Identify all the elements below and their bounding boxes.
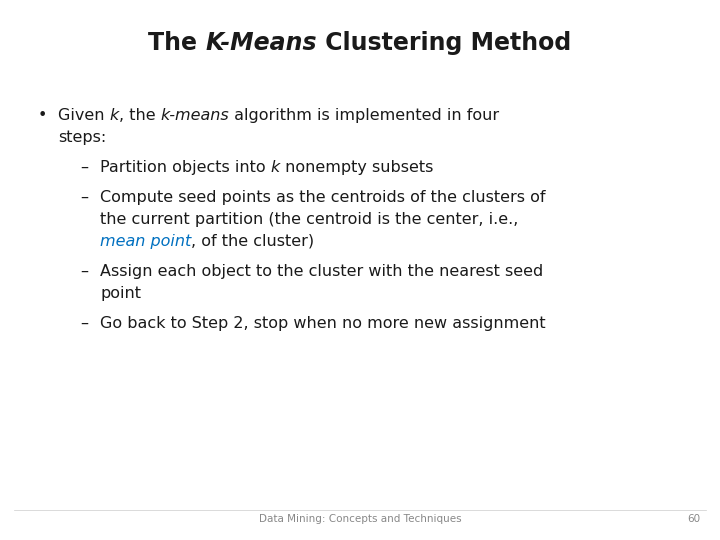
Text: –: – bbox=[80, 190, 88, 205]
Text: point: point bbox=[100, 286, 141, 301]
Text: the current partition (the centroid is the center, i.e.,: the current partition (the centroid is t… bbox=[100, 212, 518, 227]
Text: Go back to Step 2, stop when no more new assignment: Go back to Step 2, stop when no more new… bbox=[100, 316, 546, 331]
Text: –: – bbox=[80, 316, 88, 331]
Text: The: The bbox=[148, 31, 206, 55]
Text: mean point: mean point bbox=[100, 234, 192, 249]
Text: 60: 60 bbox=[687, 514, 700, 524]
Text: Partition objects into: Partition objects into bbox=[100, 160, 271, 175]
Text: nonempty subsets: nonempty subsets bbox=[280, 160, 433, 175]
Text: k‑means: k‑means bbox=[161, 108, 230, 123]
Text: K-Means: K-Means bbox=[206, 31, 318, 55]
Text: steps:: steps: bbox=[58, 130, 107, 145]
Text: Compute seed points as the centroids of the clusters of: Compute seed points as the centroids of … bbox=[100, 190, 546, 205]
Text: Data Mining: Concepts and Techniques: Data Mining: Concepts and Techniques bbox=[258, 514, 462, 524]
Text: •: • bbox=[38, 108, 48, 123]
Text: , the: , the bbox=[119, 108, 161, 123]
Text: Assign each object to the cluster with the nearest seed: Assign each object to the cluster with t… bbox=[100, 264, 544, 279]
Text: k: k bbox=[271, 160, 280, 175]
Text: Given: Given bbox=[58, 108, 109, 123]
Text: Clustering Method: Clustering Method bbox=[318, 31, 572, 55]
Text: –: – bbox=[80, 160, 88, 175]
Text: k: k bbox=[109, 108, 119, 123]
Text: algorithm is implemented in four: algorithm is implemented in four bbox=[230, 108, 500, 123]
Text: –: – bbox=[80, 264, 88, 279]
Text: , of the cluster): , of the cluster) bbox=[192, 234, 315, 249]
